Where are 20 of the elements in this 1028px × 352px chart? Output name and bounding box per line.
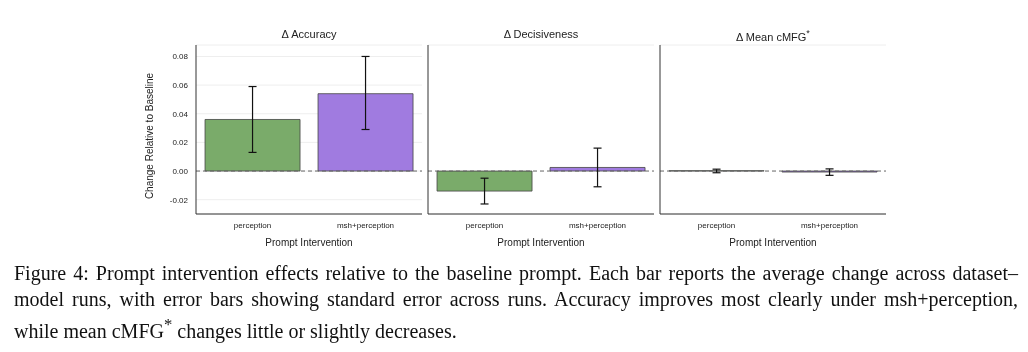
caption: Figure 4: Prompt intervention effects relative to the baseline prompt. Each bar reports the average change across dataset–model runs, with error bars showing standard error across runs. Accuracy improves most clearly under msh+perception, while mean cMFG$^{*}$ changes little or slightly decreases. (14, 261, 1018, 344)
y-tick-label: 0.04 (172, 109, 189, 119)
chart-title: Δ Accuracy (280, 28, 338, 40)
x-tick-label: msh+perception (800, 220, 859, 230)
x-axis-title: Prompt Intervention (496, 237, 586, 248)
y-axis-title: Change Relative to Baseline (144, 71, 156, 202)
chart-title: Δ Mean cMFG$^{*}$ (735, 28, 811, 43)
y-tick-label: 0.00 (172, 166, 189, 176)
y-tick-label: 0.06 (172, 80, 189, 90)
y-tick-label: -0.02 (169, 195, 189, 205)
x-tick-label: perception (233, 220, 272, 230)
x-tick-label: msh+perception (568, 220, 627, 230)
x-axis-title: Prompt Intervention (264, 237, 354, 248)
y-tick-label: 0.02 (172, 138, 189, 148)
chart-title: Δ Decisiveness (502, 28, 580, 40)
x-tick-label: perception (697, 220, 736, 230)
y-tick-label: 0.08 (172, 52, 189, 62)
x-tick-label: msh+perception (336, 220, 395, 230)
x-tick-label: perception (465, 220, 504, 230)
x-axis-title: Prompt Intervention (728, 237, 818, 248)
